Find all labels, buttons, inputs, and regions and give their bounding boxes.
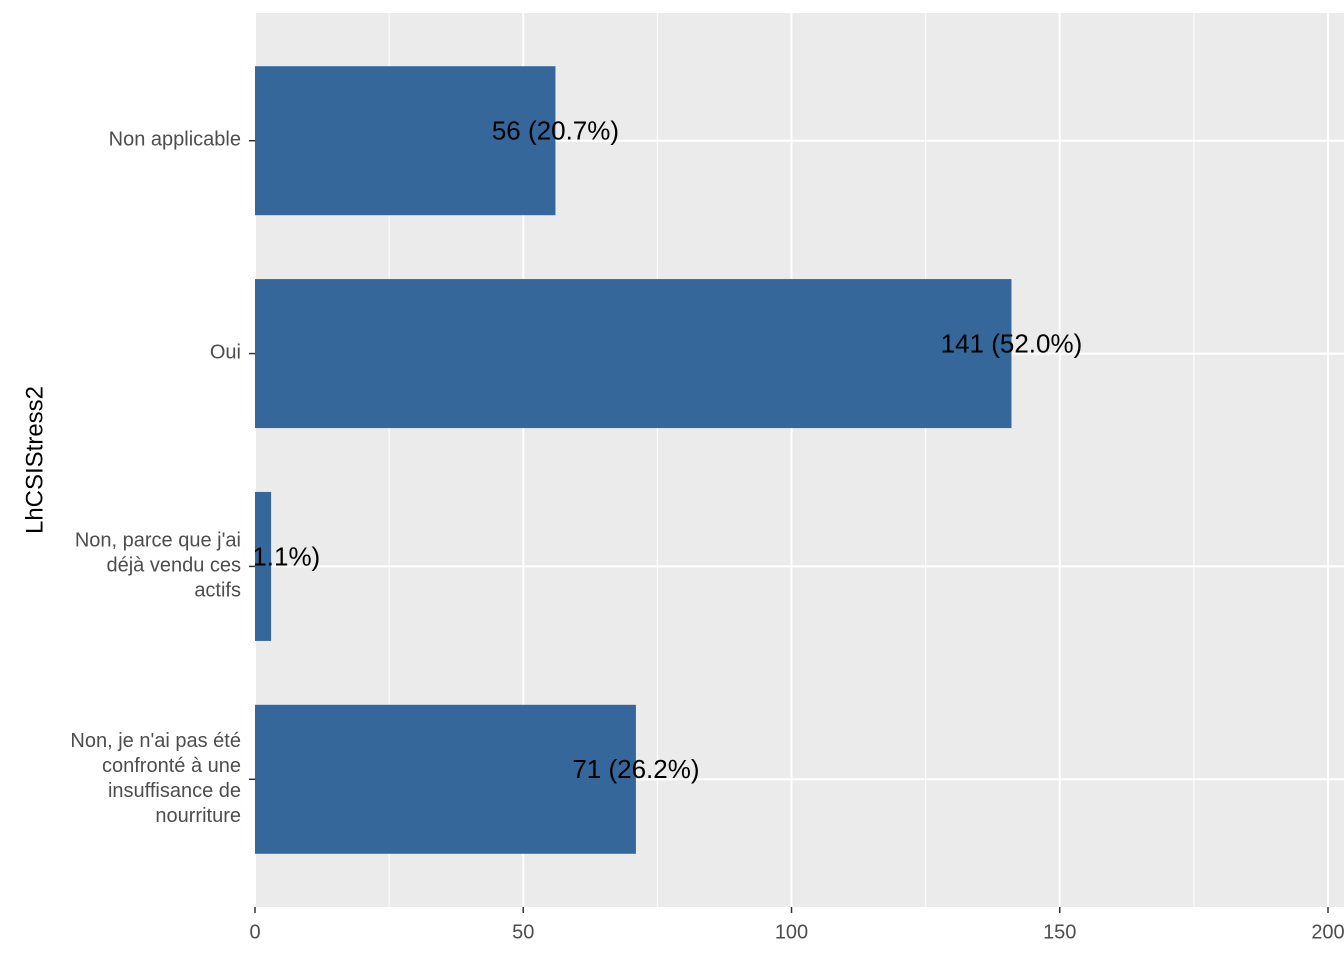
bar <box>255 491 272 641</box>
y-axis-title: LhCSIStress2 <box>21 386 48 534</box>
value-label: 141 (52.0%) <box>941 328 1083 358</box>
x-tick-label: 100 <box>775 921 808 943</box>
bar <box>255 66 556 216</box>
x-tick-label: 50 <box>512 921 534 943</box>
x-tick-label: 200 <box>1311 921 1344 943</box>
value-label: 3 (1.1%) <box>222 541 320 571</box>
y-tick-label: Oui <box>210 342 241 364</box>
x-tick-label: 0 <box>249 921 260 943</box>
bars: 56 (20.7%) 141 (52.0%) 3 (1.1%) 71 (26.2%) <box>222 66 1083 854</box>
bar <box>255 704 636 854</box>
x-tick-label: 150 <box>1043 921 1076 943</box>
y-tick-label: Non, parce que j'ai déjà vendu ces actifs <box>75 530 241 602</box>
y-tick-label: Non applicable <box>109 129 241 151</box>
value-label: 71 (26.2%) <box>572 754 699 784</box>
value-label: 56 (20.7%) <box>492 116 619 146</box>
bar <box>255 279 1012 429</box>
y-tick-label: Non, je n'ai pas été confronté à une insuf… <box>70 730 241 827</box>
